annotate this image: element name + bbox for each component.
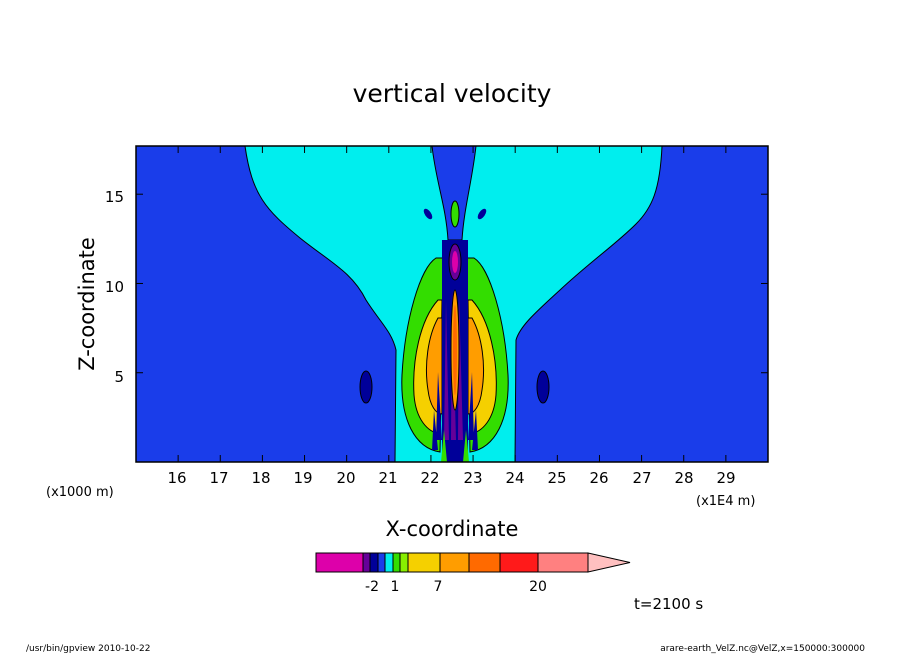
- core-top-magenta: [452, 251, 458, 273]
- footer-right: arare-earth_VelZ.nc@VelZ,x=150000:300000: [660, 644, 865, 654]
- x-scale-note: (x1E4 m): [696, 494, 755, 509]
- y-tick-label: 10: [105, 278, 124, 296]
- colorbar-swatch: [500, 553, 538, 572]
- x-axis-label: X-coordinate: [386, 517, 519, 541]
- chart-title: vertical velocity: [353, 79, 552, 108]
- time-label: t=2100 s: [634, 595, 703, 613]
- x-tick-label: 18: [251, 469, 270, 487]
- colorbar-swatch: [363, 553, 370, 572]
- colorbar-swatch: [400, 553, 408, 572]
- x-tick-label: 16: [167, 469, 186, 487]
- colorbar-arrow: [587, 552, 631, 573]
- colorbar-swatch: [538, 553, 588, 572]
- footer-left: /usr/bin/gpview 2010-10-22: [26, 644, 150, 654]
- plot-frame: [135, 145, 769, 463]
- right-upper-blob: [477, 208, 487, 220]
- x-tick-label: 22: [420, 469, 439, 487]
- x-tick-label: 24: [505, 469, 524, 487]
- z-scale-note: (x1000 m): [46, 485, 114, 500]
- colorbar-frame: [315, 552, 589, 573]
- x-tick-label: 28: [674, 469, 693, 487]
- colorbar-label: 1: [391, 579, 400, 595]
- colorbar-swatch: [440, 553, 469, 572]
- x-tick-labels: 16 17 18 19 20 21 22 23 24 25 26 27 28 2…: [167, 469, 735, 487]
- colorbar-label: -2: [365, 579, 379, 595]
- left-upper-blob: [423, 208, 433, 220]
- x-tick-marks: [177, 146, 727, 462]
- colorbar-swatch: [393, 553, 400, 572]
- upper-green-cell: [450, 200, 460, 228]
- x-tick-label: 26: [589, 469, 608, 487]
- colorbar-swatch: [316, 553, 363, 572]
- y-tick-labels: 5 10 15: [105, 188, 124, 386]
- y-axis-label: Z-coordinate: [75, 237, 99, 371]
- core-side-streaks: [432, 372, 478, 450]
- x-tick-label: 27: [632, 469, 651, 487]
- core-base-green: [441, 430, 469, 462]
- y-tick-label: 5: [114, 368, 124, 386]
- x-tick-label: 20: [336, 469, 355, 487]
- colorbar-label: 20: [529, 579, 547, 595]
- right-low-blob: [536, 370, 550, 404]
- y-tick-marks: [136, 193, 768, 374]
- colorbar-swatch: [385, 553, 393, 572]
- x-tick-label: 25: [547, 469, 566, 487]
- colorbar-swatch: [370, 553, 378, 572]
- colorbar-swatch: [469, 553, 500, 572]
- left-low-blob: [359, 370, 373, 404]
- x-tick-label: 23: [463, 469, 482, 487]
- colorbar-swatch: [378, 553, 385, 572]
- x-tick-label: 17: [209, 469, 228, 487]
- x-tick-label: 29: [716, 469, 735, 487]
- colorbar: -2 1 7 20: [315, 552, 631, 595]
- y-tick-label: 15: [105, 188, 124, 206]
- colorbar-label: 7: [434, 579, 443, 595]
- core-red-column: [453, 305, 457, 395]
- x-tick-label: 21: [378, 469, 397, 487]
- x-tick-label: 19: [293, 469, 312, 487]
- colorbar-swatch: [408, 553, 440, 572]
- plot-area: [135, 145, 769, 463]
